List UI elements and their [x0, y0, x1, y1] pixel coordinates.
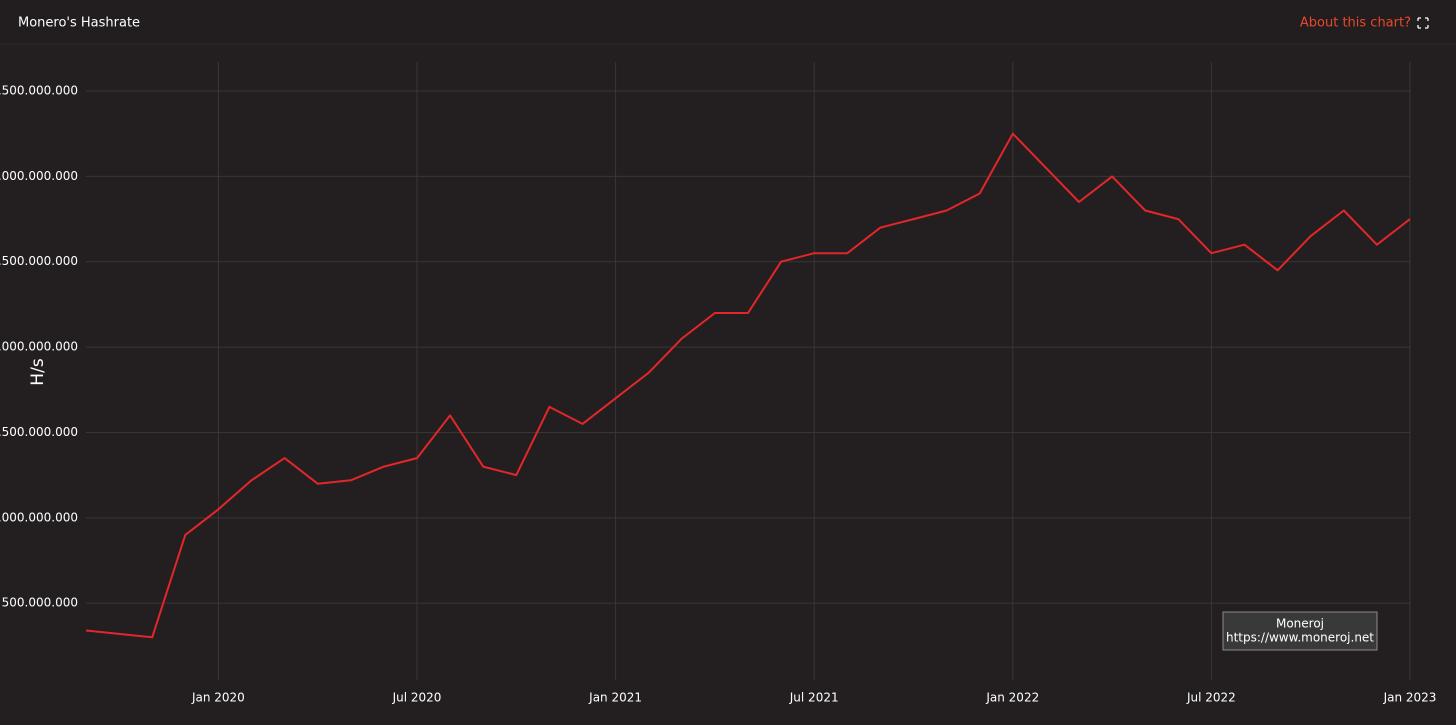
y-tick-label: 500.000.000 [2, 596, 78, 610]
header-title: Monero's Hashrate [18, 16, 140, 31]
watermark-text: https://www.moneroj.net [1226, 631, 1374, 645]
x-tick-label: Jan 2020 [191, 691, 245, 705]
y-axis-title: H/s [28, 358, 48, 386]
x-tick-label: Jul 2021 [789, 691, 839, 705]
y-tick-label: 1.500.000.000 [0, 425, 78, 439]
y-tick-label: 1.000.000.000 [0, 510, 78, 524]
watermark: Moneroj https://www.moneroj.net [1222, 611, 1378, 651]
watermark-text: Moneroj [1276, 617, 1324, 631]
y-tick-label: 3.000.000.000 [0, 169, 78, 183]
plot: 500.000.000 1.000.000.000 1.500.000.000 2.0… [0, 62, 1436, 705]
data-line [85, 132, 1411, 639]
x-tick-label: Jan 2022 [985, 691, 1039, 705]
about-link[interactable]: About this chart? [1300, 16, 1411, 31]
header-bar [0, 0, 1456, 44]
x-tick-label: Jul 2022 [1186, 691, 1236, 705]
y-tick-label: 2.000.000.000 [0, 340, 78, 354]
expand-icon[interactable] [1417, 17, 1429, 29]
watermark-box [1222, 611, 1378, 651]
x-tick-label: Jan 2023 [1383, 691, 1437, 705]
x-tick-label: Jan 2021 [588, 691, 642, 705]
y-tick-label: 3.500.000.000 [0, 84, 78, 98]
x-tick-label: Jul 2020 [392, 691, 442, 705]
y-tick-label: 2.500.000.000 [0, 254, 78, 268]
